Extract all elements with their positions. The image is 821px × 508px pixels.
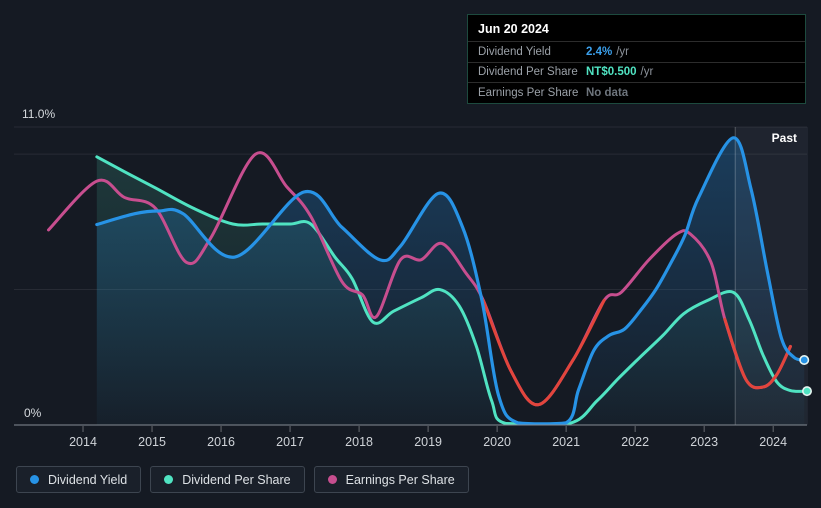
- x-tick-label-2021: 2021: [552, 435, 580, 449]
- x-tick-label-2018: 2018: [345, 435, 373, 449]
- x-tick-label-2016: 2016: [207, 435, 235, 449]
- y-axis-min-label: 0%: [24, 406, 42, 420]
- x-tick-label-2020: 2020: [483, 435, 511, 449]
- y-axis-max-label: 11.0%: [22, 107, 55, 121]
- dividend-per-share-line: [95, 155, 809, 426]
- tooltip-label: Dividend Yield: [478, 45, 551, 58]
- chart-tooltip: Jun 20 2024 Dividend Yield 2.4% /yr Divi…: [467, 14, 806, 104]
- dividend-per-share-dot-icon: [164, 475, 174, 484]
- dividend-history-chart[interactable]: 2014 2015 2016 2017 2018 2019 2020 2021 2022 2023…: [0, 0, 821, 460]
- legend-label: Dividend Yield: [48, 472, 128, 487]
- x-tick-label-2024: 2024: [759, 435, 787, 449]
- tooltip-value: NT$0.500: [586, 66, 637, 79]
- legend-item-earnings-per-share[interactable]: Earnings Per Share: [313, 466, 469, 493]
- legend-label: Earnings Per Share: [345, 472, 455, 487]
- tooltip-value: No data: [586, 86, 629, 99]
- tooltip-row-earnings-per-share: Earnings Per Share No data: [468, 82, 805, 103]
- tooltip-label: Earnings Per Share: [478, 86, 579, 99]
- dividend-yield-line: [95, 136, 806, 426]
- tooltip-suffix: /yr: [640, 66, 654, 79]
- x-tick-label-2017: 2017: [276, 435, 304, 449]
- past-region-label: Past: [772, 131, 797, 145]
- dividend-yield-dot-icon: [30, 475, 39, 484]
- tooltip-date: Jun 20 2024: [478, 22, 549, 36]
- legend-item-dividend-yield[interactable]: Dividend Yield: [16, 466, 142, 493]
- tooltip-row-dividend-yield: Dividend Yield 2.4% /yr: [468, 41, 805, 62]
- earnings-per-share-line: [47, 151, 792, 407]
- x-tick-label-2014: 2014: [69, 435, 97, 449]
- legend-label: Dividend Per Share: [182, 472, 291, 487]
- earnings-per-share-red-segment-0: [481, 298, 606, 407]
- tooltip-label: Dividend Per Share: [478, 66, 578, 79]
- dividend-per-share-end-dot[interactable]: [801, 386, 812, 397]
- tooltip-suffix: /yr: [616, 45, 629, 58]
- x-tick-label-2023: 2023: [690, 435, 718, 449]
- tooltip-row-dividend-per-share: Dividend Per Share NT$0.500 /yr: [468, 61, 805, 83]
- x-tick-label-2019: 2019: [414, 435, 442, 449]
- earnings-per-share-red-segment-1: [723, 317, 792, 390]
- tooltip-value: 2.4%: [586, 45, 613, 58]
- chart-legend: Dividend Yield Dividend Per Share Earnin…: [16, 466, 469, 493]
- dividend-yield-area: [96, 137, 805, 426]
- earnings-per-share-dot-icon: [327, 475, 337, 484]
- dividend-yield-end-dot[interactable]: [799, 354, 810, 365]
- x-tick-label-2022: 2022: [621, 435, 649, 449]
- x-tick-label-2015: 2015: [138, 435, 166, 449]
- legend-item-dividend-per-share[interactable]: Dividend Per Share: [150, 466, 305, 493]
